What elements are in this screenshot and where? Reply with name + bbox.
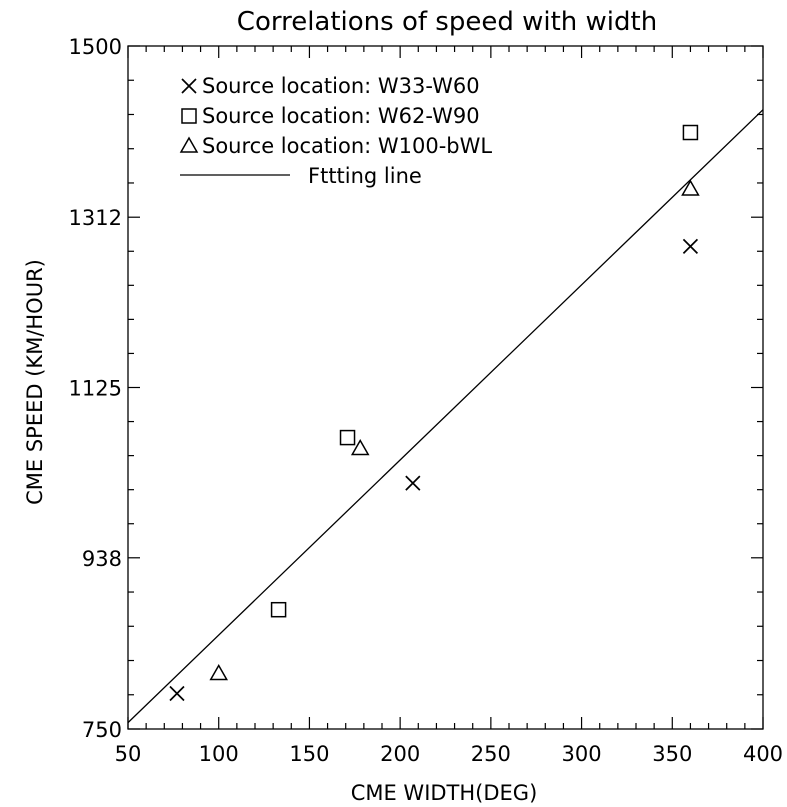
x-tick-label: 50 <box>115 742 142 766</box>
chart-title: Correlations of speed with width <box>237 7 657 37</box>
data-point-triangle <box>209 663 229 681</box>
x-axis-label: CME WIDTH(DEG) <box>351 781 538 805</box>
x-tick-label: 350 <box>652 742 692 766</box>
data-point-triangle <box>350 439 370 456</box>
y-tick-label: 1500 <box>69 35 122 59</box>
plot-area: 50 100 150 200 250 300 350 400 750 938 1125 1312 150… <box>69 35 784 766</box>
x-tick-label: 250 <box>471 742 511 766</box>
x-tick-label: 150 <box>289 742 329 766</box>
data-point-x <box>682 238 699 254</box>
y-tick-label: 750 <box>82 718 122 742</box>
x-tick-label: 400 <box>743 742 783 766</box>
data-point-x <box>405 475 421 491</box>
data-point-square <box>682 124 699 141</box>
legend-label: Fttting line <box>308 164 422 188</box>
y-tick-label: 1312 <box>69 206 122 230</box>
legend-label: Source location: W62-W90 <box>202 104 480 128</box>
fitting-line <box>127 109 764 724</box>
x-tick-label: 300 <box>562 742 602 766</box>
y-tick-label: 1125 <box>69 377 122 401</box>
legend-label: Source location: W100-bWL <box>202 134 492 158</box>
data-point-triangle <box>681 179 700 196</box>
y-tick-label: 938 <box>82 547 122 571</box>
y-axis-label: CME SPEED (KM/HOUR) <box>23 259 47 505</box>
legend-marker-x <box>181 78 197 94</box>
data-point-x <box>169 685 185 702</box>
data-point-square <box>339 429 356 446</box>
data-point-square <box>270 601 287 618</box>
legend-marker-triangle <box>179 136 199 153</box>
x-tick-label: 100 <box>199 742 239 766</box>
legend-marker-square <box>181 108 197 124</box>
x-tick-label: 200 <box>380 742 420 766</box>
legend-label: Source location: W33-W60 <box>202 74 480 98</box>
